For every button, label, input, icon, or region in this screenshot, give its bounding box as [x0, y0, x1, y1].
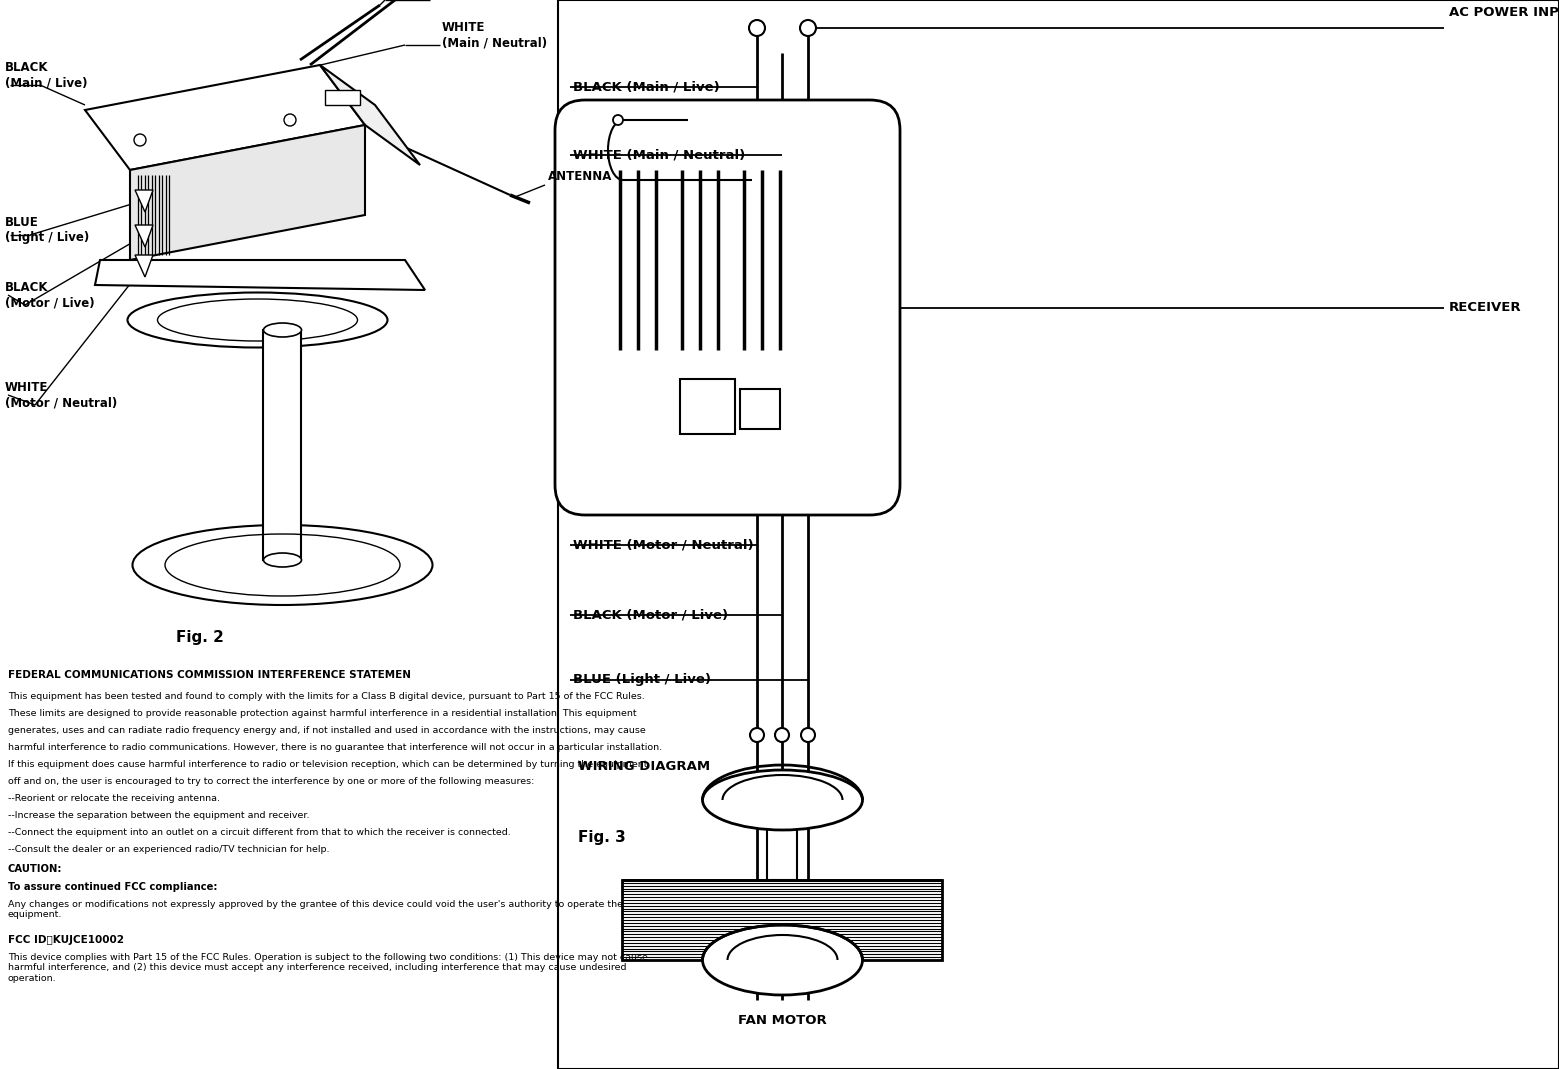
Polygon shape [263, 330, 301, 560]
Circle shape [748, 20, 765, 36]
Text: --Increase the separation between the equipment and receiver.: --Increase the separation between the eq… [8, 811, 310, 820]
Polygon shape [767, 800, 798, 880]
Polygon shape [136, 190, 153, 212]
Text: ANTENNA: ANTENNA [549, 170, 613, 184]
Polygon shape [324, 90, 360, 105]
Text: RECEIVER: RECEIVER [1448, 301, 1522, 314]
Text: WHITE (Motor / Neutral): WHITE (Motor / Neutral) [574, 539, 753, 552]
Text: --Consult the dealer or an experienced radio/TV technician for help.: --Consult the dealer or an experienced r… [8, 845, 329, 854]
Circle shape [134, 134, 147, 146]
Ellipse shape [157, 299, 357, 341]
Text: BLACK
(Main / Live): BLACK (Main / Live) [5, 61, 87, 89]
Text: These limits are designed to provide reasonable protection against harmful inter: These limits are designed to provide rea… [8, 709, 636, 718]
Ellipse shape [703, 925, 862, 995]
Text: If this equipment does cause harmful interference to radio or television recepti: If this equipment does cause harmful int… [8, 760, 647, 769]
Text: AC POWER INPUT: AC POWER INPUT [1448, 6, 1559, 19]
Text: Fig. 3: Fig. 3 [578, 830, 625, 845]
Text: CAUTION:: CAUTION: [8, 864, 62, 874]
Text: WHITE (Main / Neutral): WHITE (Main / Neutral) [574, 149, 745, 161]
Ellipse shape [128, 293, 388, 347]
Text: BLUE (Light / Live): BLUE (Light / Live) [574, 673, 711, 686]
Polygon shape [622, 880, 943, 960]
Circle shape [801, 728, 815, 742]
Text: Fig. 2: Fig. 2 [176, 630, 224, 645]
Bar [680, 378, 734, 434]
Text: BLACK
(Motor / Live): BLACK (Motor / Live) [5, 281, 95, 309]
Text: Any changes or modifications not expressly approved by the grantee of this devic: Any changes or modifications not express… [8, 900, 624, 919]
Polygon shape [136, 224, 153, 247]
Text: BLACK (Main / Live): BLACK (Main / Live) [574, 80, 720, 93]
Text: FAN MOTOR: FAN MOTOR [737, 1013, 826, 1026]
Text: --Reorient or relocate the receiving antenna.: --Reorient or relocate the receiving ant… [8, 794, 220, 803]
Polygon shape [86, 65, 365, 170]
Text: FCC ID：KUJCE10002: FCC ID：KUJCE10002 [8, 935, 125, 945]
Ellipse shape [263, 553, 301, 567]
Text: BLACK (Motor / Live): BLACK (Motor / Live) [574, 608, 728, 621]
Text: FEDERAL COMMUNICATIONS COMMISSION INTERFERENCE STATEMEN: FEDERAL COMMUNICATIONS COMMISSION INTERF… [8, 670, 412, 680]
Text: off and on, the user is encouraged to try to correct the interference by one or : off and on, the user is encouraged to tr… [8, 777, 535, 786]
Ellipse shape [703, 770, 862, 830]
Bar [558, 0, 1559, 1069]
Circle shape [800, 20, 815, 36]
Ellipse shape [133, 525, 432, 605]
Circle shape [750, 728, 764, 742]
Text: generates, uses and can radiate radio frequency energy and, if not installed and: generates, uses and can radiate radio fr… [8, 726, 645, 735]
Ellipse shape [165, 529, 401, 591]
Text: To assure continued FCC compliance:: To assure continued FCC compliance: [8, 882, 218, 892]
Text: WHITE
(Motor / Neutral): WHITE (Motor / Neutral) [5, 381, 117, 409]
Circle shape [284, 114, 296, 126]
Text: harmful interference to radio communications. However, there is no guarantee tha: harmful interference to radio communicat… [8, 743, 663, 752]
Text: WHITE
(Main / Neutral): WHITE (Main / Neutral) [443, 21, 547, 49]
Polygon shape [95, 260, 426, 290]
Text: This equipment has been tested and found to comply with the limits for a Class B: This equipment has been tested and found… [8, 692, 645, 701]
FancyBboxPatch shape [555, 100, 900, 515]
Circle shape [775, 728, 789, 742]
Text: This device complies with Part 15 of the FCC Rules. Operation is subject to the : This device complies with Part 15 of the… [8, 952, 649, 982]
Polygon shape [320, 65, 419, 165]
Text: --Connect the equipment into an outlet on a circuit different from that to which: --Connect the equipment into an outlet o… [8, 828, 511, 837]
Ellipse shape [263, 323, 301, 337]
Polygon shape [129, 125, 365, 260]
Text: WIRING DIAGRAM: WIRING DIAGRAM [578, 760, 711, 773]
Polygon shape [136, 255, 153, 277]
Circle shape [613, 115, 624, 125]
Text: BLUE
(Light / Live): BLUE (Light / Live) [5, 216, 89, 244]
Bar [741, 388, 780, 429]
